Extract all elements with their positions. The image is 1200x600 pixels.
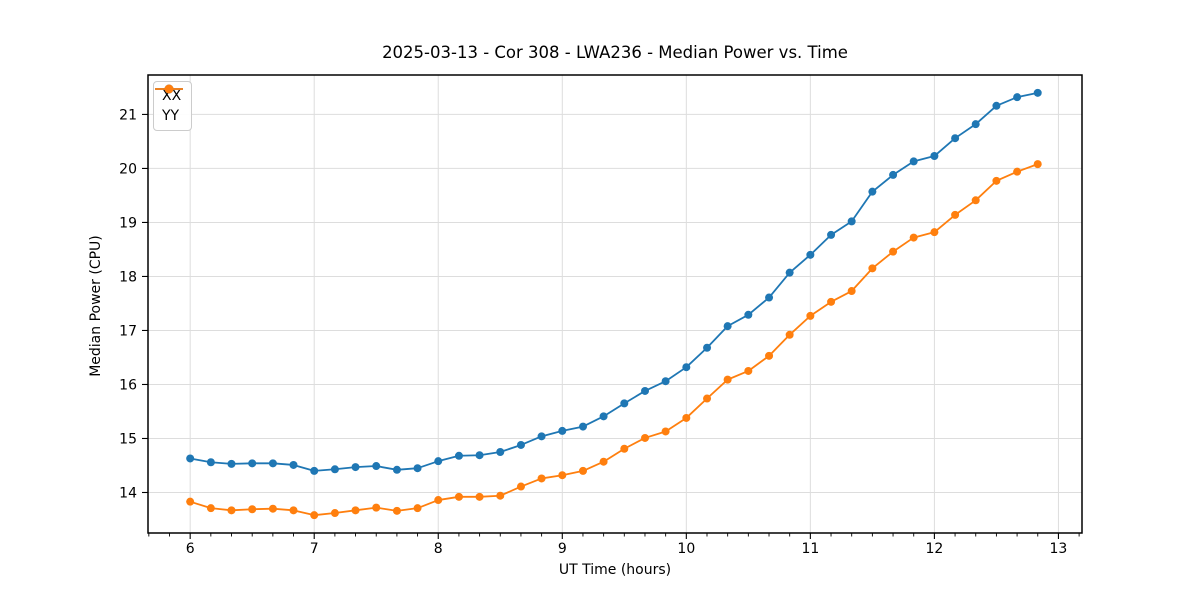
svg-text:17: 17 — [119, 323, 137, 339]
svg-text:16: 16 — [119, 377, 137, 393]
legend-item-yy: YY — [155, 84, 183, 124]
chart-title: 2025-03-13 - Cor 308 - LWA236 - Median P… — [382, 43, 848, 62]
svg-text:20: 20 — [119, 161, 137, 177]
svg-text:15: 15 — [119, 431, 137, 447]
svg-text:9: 9 — [558, 541, 567, 557]
y-axis-ticks — [142, 113, 148, 494]
legend-label-yy: YY — [162, 108, 180, 124]
series-yy — [186, 160, 1042, 520]
series-xx — [186, 88, 1042, 475]
y-tick-labels: 14 15 16 17 18 19 20 21 — [119, 107, 137, 501]
y-axis-label: Median Power (CPU) — [88, 235, 104, 377]
svg-text:6: 6 — [186, 541, 195, 557]
grid-lines — [148, 75, 1082, 533]
svg-text:10: 10 — [677, 541, 695, 557]
svg-text:13: 13 — [1050, 541, 1068, 557]
svg-text:11: 11 — [801, 541, 819, 557]
svg-text:21: 21 — [119, 107, 137, 123]
legend-marker-yy-icon — [155, 84, 183, 94]
svg-text:12: 12 — [925, 541, 943, 557]
plot-border — [147, 74, 1083, 534]
svg-text:19: 19 — [119, 215, 137, 231]
x-axis-ticks — [148, 533, 1080, 539]
svg-text:8: 8 — [434, 541, 443, 557]
svg-text:14: 14 — [119, 485, 137, 501]
x-tick-labels: 6 7 8 9 10 11 12 13 — [186, 541, 1068, 557]
svg-text:18: 18 — [119, 269, 137, 285]
x-axis-label: UT Time (hours) — [558, 562, 672, 578]
svg-text:7: 7 — [310, 541, 319, 557]
legend: XX YY — [153, 81, 193, 131]
